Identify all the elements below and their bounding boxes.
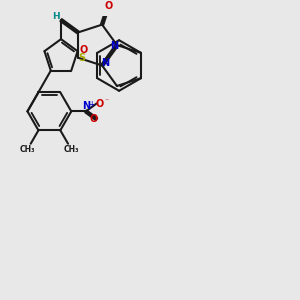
- Text: H: H: [52, 12, 60, 21]
- Text: N: N: [110, 41, 118, 52]
- Text: O: O: [104, 1, 112, 11]
- Text: N: N: [82, 101, 90, 111]
- Text: ⁻: ⁻: [104, 97, 109, 106]
- Text: CH₃: CH₃: [63, 145, 79, 154]
- Text: O: O: [89, 114, 97, 124]
- Text: CH₃: CH₃: [20, 145, 35, 154]
- Text: O: O: [79, 45, 87, 55]
- Text: O: O: [96, 98, 104, 109]
- Text: S: S: [79, 53, 86, 63]
- Text: N: N: [101, 58, 110, 68]
- Text: +: +: [88, 100, 94, 109]
